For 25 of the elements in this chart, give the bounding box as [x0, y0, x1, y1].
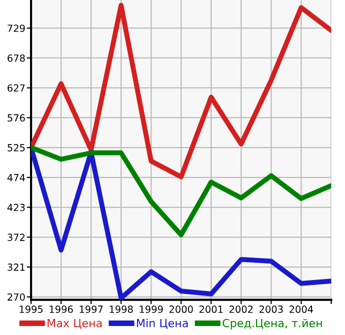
- y-tick-label: 525: [8, 144, 25, 152]
- legend-label: Max Цена: [48, 319, 102, 329]
- x-tick-label: 2004: [290, 306, 314, 313]
- y-tick-label: 729: [8, 24, 25, 32]
- y-tick-label: 372: [8, 234, 25, 241]
- x-tick-label: 1998: [110, 306, 133, 313]
- x-tick-label: 2000: [169, 306, 193, 313]
- y-tick-label: 423: [7, 204, 25, 212]
- line-series: [31, 145, 332, 238]
- x-tick-label: 1997: [80, 306, 103, 313]
- y-tick-label: 474: [7, 174, 25, 182]
- y-tick-label: 678: [8, 54, 25, 62]
- x-tick-label: 2002: [229, 306, 253, 313]
- y-tick-label: 270: [8, 293, 25, 301]
- legend-label: Сред.Цена, т.йен: [222, 318, 322, 330]
- line-series: [31, 2, 332, 180]
- y-tick-label: 321: [8, 264, 25, 271]
- x-tick-label: 2003: [260, 306, 283, 313]
- x-tick-label: 2001: [199, 306, 223, 313]
- y-tick-label: 576: [8, 114, 25, 122]
- x-tick-label: 1996: [50, 306, 73, 313]
- legend-label: Min Цена: [137, 318, 188, 329]
- y-tick-label: 627: [8, 84, 25, 92]
- x-tick-label: 1999: [140, 306, 163, 313]
- x-tick-label: 1995: [20, 306, 43, 313]
